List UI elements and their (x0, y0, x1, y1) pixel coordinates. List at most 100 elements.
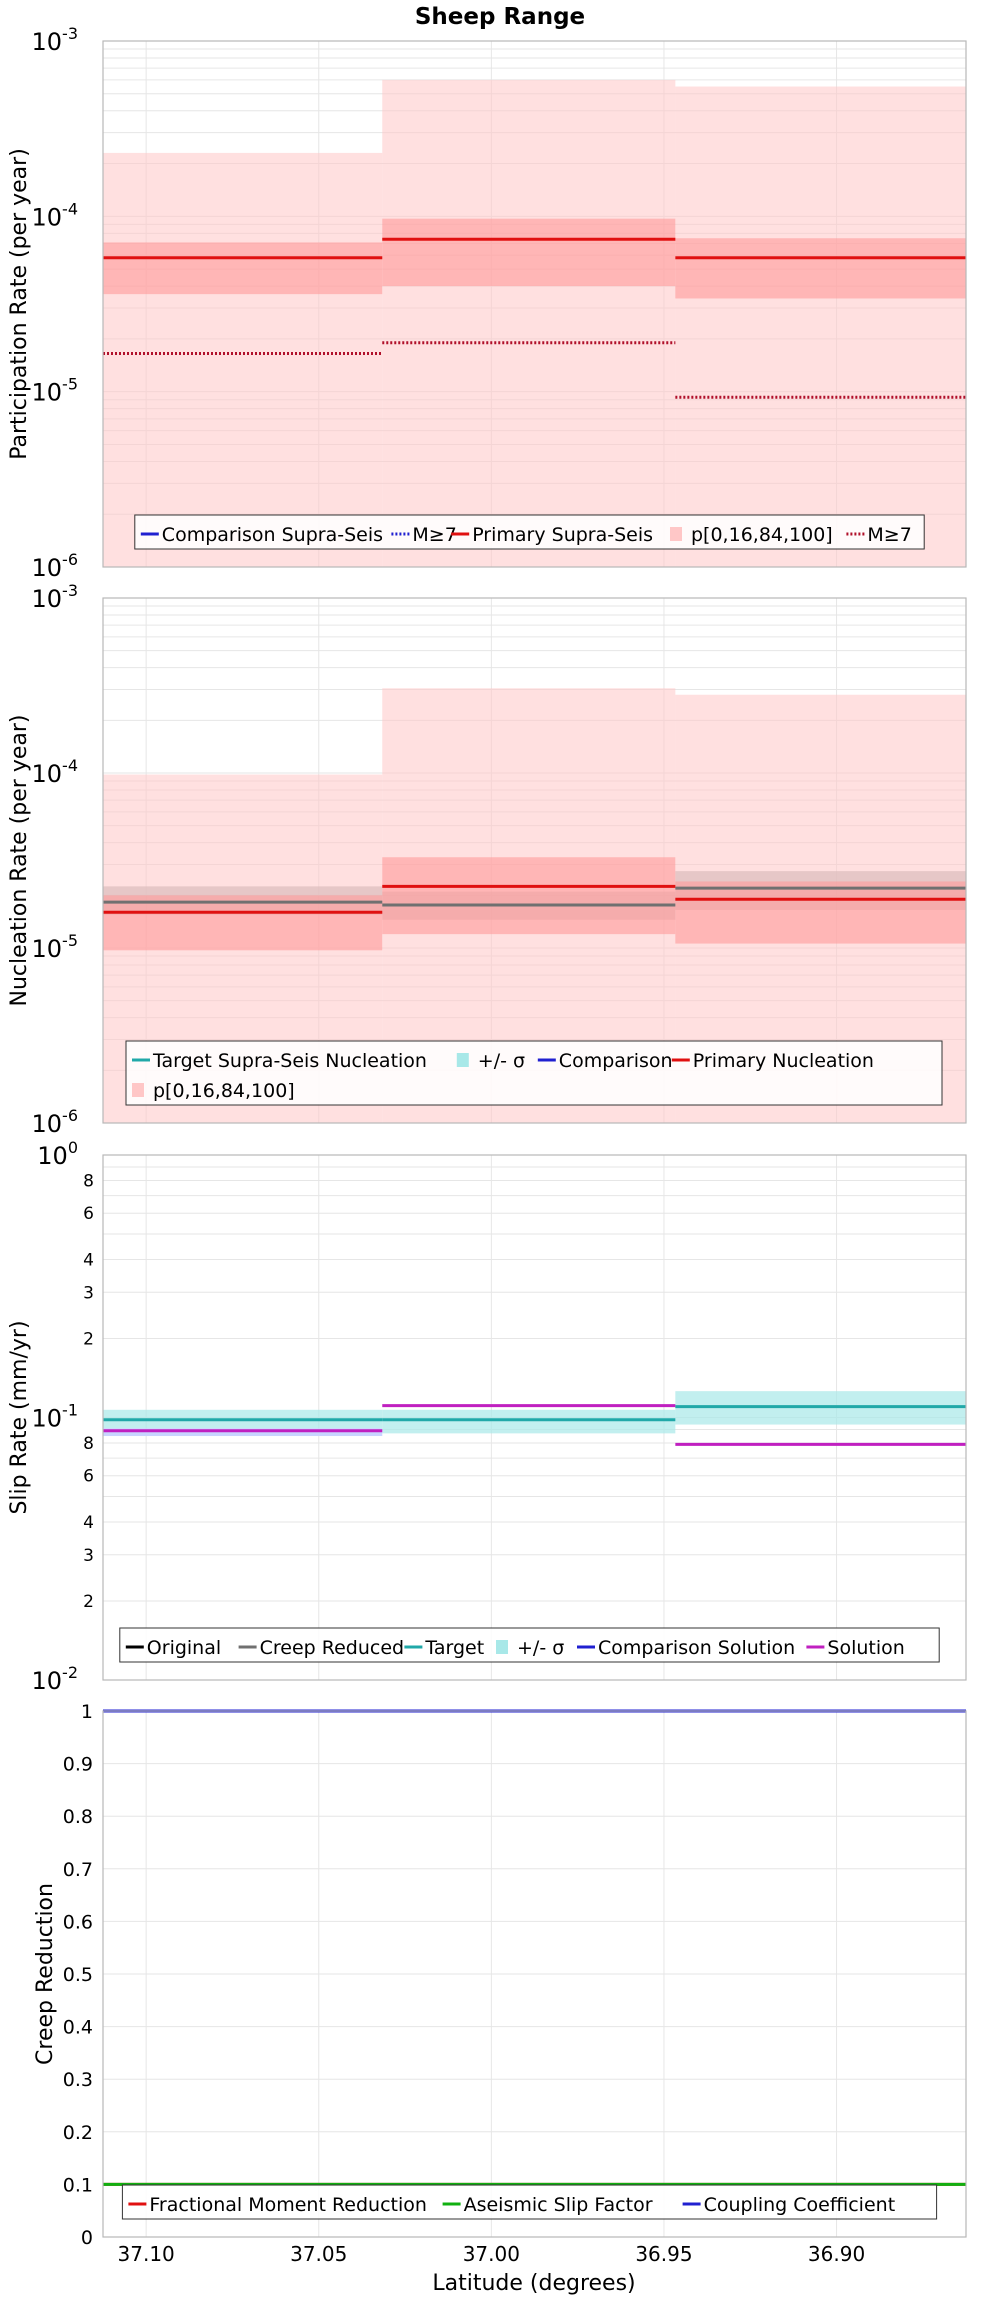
y-tick-label: 2 (83, 1592, 94, 1612)
band-inner (675, 881, 966, 944)
plot-frame (102, 1154, 967, 1681)
band-inner (103, 895, 383, 951)
grid (103, 1710, 966, 2238)
legend: Comparison Supra-Seis M≥7 Primary Supra-Se… (134, 514, 925, 550)
plot-frame (102, 597, 967, 1124)
legend-label: M≥7 (867, 524, 911, 546)
legend-box (125, 1040, 943, 1106)
y-tick-label: 4 (83, 1250, 94, 1270)
legend-label: Creep Reduced (260, 1637, 404, 1659)
plot-frame (102, 40, 967, 568)
x-tick-labels: 37.10 37.05 37.00 36.95 36.90 (118, 2242, 866, 2266)
legend-swatch (456, 1053, 469, 1067)
y-axis-label: Participation Rate (per year) (7, 148, 32, 460)
panel-4: 0 0.1 0.2 0.3 0.4 0.5 0.6 0.7 0.8 0.9 1 Creep Reduc… (33, 1701, 967, 2266)
plot-frame (102, 1710, 967, 2238)
legend-swatch (670, 527, 682, 541)
band-inner (382, 857, 676, 935)
legend-label: +/- σ (478, 1050, 525, 1072)
y-tick-label: 100 (37, 1138, 78, 1170)
legend-label: Comparison (559, 1050, 673, 1072)
series-primary-supra-seis (103, 237, 966, 260)
band-outer (382, 79, 676, 567)
y-tick-label: 10-6 (32, 1106, 79, 1138)
band-outer (103, 152, 383, 567)
legend-swatch (132, 1083, 144, 1097)
legend-label: Comparison Supra-Seis (162, 524, 383, 546)
x-tick-label: 37.05 (290, 2242, 347, 2266)
legend-label: p[0,16,84,100] (153, 1080, 295, 1102)
legend-label: Primary Nucleation (693, 1050, 874, 1072)
y-tick-label: 0.9 (63, 1754, 93, 1776)
legend-label: Solution (827, 1637, 904, 1659)
band-p-0-16-84-100- (103, 79, 966, 567)
x-axis-label: Latitude (degrees) (432, 2271, 635, 2296)
y-tick-label: 1 (81, 1701, 93, 1723)
legend-label: Fractional Moment Reduction (149, 2194, 427, 2216)
y-axis-label: Creep Reduction (33, 1883, 58, 2065)
y-tick-label: 0.2 (63, 2122, 93, 2144)
y-tick-label: 8 (83, 1171, 94, 1191)
legend-label: +/- σ (517, 1637, 564, 1659)
x-tick-label: 36.90 (808, 2242, 865, 2266)
y-tick-label: 2 (83, 1329, 94, 1349)
y-tick-label: 0.8 (63, 1806, 93, 1828)
series-gray-center (103, 886, 966, 907)
band-inner (103, 242, 383, 295)
legend-box (119, 1627, 940, 1663)
y-tick-label: 0 (81, 2227, 93, 2249)
y-tick-label: 0.7 (63, 1859, 93, 1881)
legend: Target Supra-Seis Nucleation +/- σ Compari… (125, 1040, 943, 1106)
y-tick-label: 10-6 (32, 550, 79, 582)
legend-box (134, 514, 925, 550)
y-tick-label: 10-5 (32, 375, 79, 407)
chart-title: Sheep Range (415, 4, 585, 30)
y-tick-label: 10-2 (32, 1663, 79, 1695)
y-tick-label: 10-1 (32, 1401, 79, 1433)
y-tick-label: 0.6 (63, 1911, 93, 1933)
legend-label: Original (147, 1637, 221, 1659)
legend-label: Target (424, 1637, 484, 1659)
x-tick-label: 36.95 (635, 2242, 692, 2266)
band-inner (675, 238, 966, 299)
y-tick-label: 0.3 (63, 2069, 93, 2091)
legend-label: p[0,16,84,100] (691, 524, 833, 546)
band-sigma (382, 1409, 676, 1434)
y-tick-labels: 10-6 10-5 10-4 10-3 (32, 581, 79, 1138)
y-tick-label: 6 (83, 1467, 94, 1487)
panel-1: 10-6 10-5 10-4 10-3 Participation Rate (per … (7, 24, 967, 582)
legend-label: Target Supra-Seis Nucleation (152, 1050, 427, 1072)
legend-box (121, 2184, 938, 2220)
legend: Original Creep Reduced Target +/- σ Comparis… (119, 1627, 940, 1663)
legend-swatch (496, 1640, 508, 1654)
series-solution (103, 1404, 966, 1446)
y-axis-label: Slip Rate (mm/yr) (7, 1320, 32, 1514)
legend-label: Coupling Coefficient (704, 2194, 896, 2216)
series-m-7 (103, 341, 966, 399)
y-tick-labels: 0 0.1 0.2 0.3 0.4 0.5 0.6 0.7 0.8 0.9 1 (63, 1701, 93, 2249)
y-tick-label: 8 (83, 1434, 94, 1454)
y-tick-label: 6 (83, 1204, 94, 1224)
y-tick-label: 10-5 (32, 931, 79, 963)
legend: Fractional Moment Reduction Aseismic Slip… (121, 2184, 938, 2220)
series-target (103, 1405, 966, 1422)
legend-label: Comparison Solution (598, 1637, 795, 1659)
panel-2: 10-6 10-5 10-4 10-3 Nucleation Rate (per yea… (7, 581, 967, 1138)
legend-label: M≥7 (412, 524, 456, 546)
y-tick-label: 0.1 (63, 2174, 93, 2196)
y-tick-label: 0.4 (63, 2017, 93, 2039)
y-tick-label: 3 (83, 1283, 94, 1303)
y-tick-label: 10-3 (32, 581, 79, 613)
y-tick-label: 0.5 (63, 1964, 93, 1986)
panels: 10-6 10-5 10-4 10-3 Participation Rate (per … (7, 24, 967, 2266)
y-axis-label: Nucleation Rate (per year) (7, 715, 32, 1007)
y-tick-label: 4 (83, 1513, 94, 1533)
band-inner (382, 218, 676, 287)
band-outer (675, 86, 966, 567)
y-tick-label: 3 (83, 1546, 94, 1566)
y-tick-label: 10-4 (32, 199, 79, 231)
x-tick-label: 37.00 (463, 2242, 520, 2266)
